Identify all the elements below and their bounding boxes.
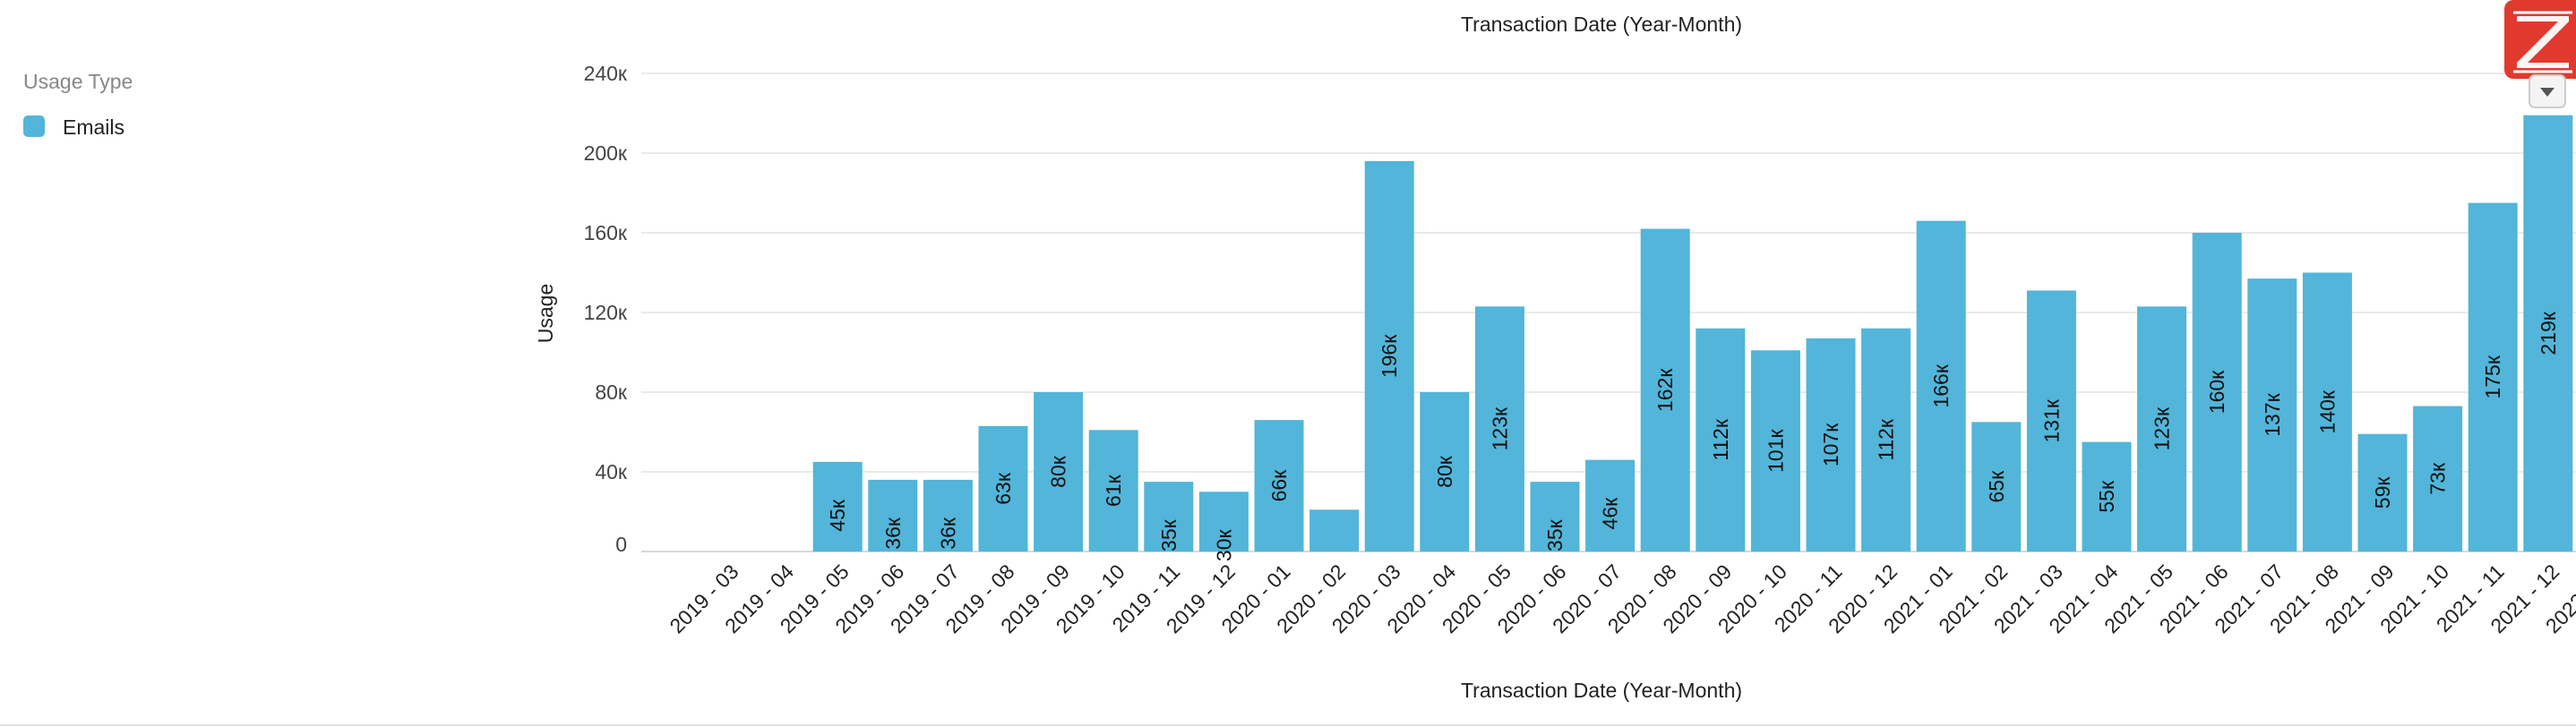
bar[interactable] [1309, 509, 1360, 552]
bar-data-labels: 45к 36к 36к 63к 80к 61к 35к 30к 66к 196к 80к 123к 35… [826, 311, 2560, 561]
bar-data-label: 59к [2371, 476, 2394, 509]
bar-data-label: 166к [1929, 364, 1953, 407]
bar[interactable] [2302, 272, 2352, 552]
y-tick-label: 200к [584, 141, 628, 165]
bar-data-label: 80к [1433, 455, 1456, 488]
bar-data-label: 35к [1157, 518, 1181, 552]
y-axis-label: Usage [534, 284, 557, 343]
bar[interactable] [1254, 420, 1304, 552]
bar[interactable] [2357, 433, 2408, 552]
bar[interactable] [868, 479, 918, 552]
bar-data-label: 112к [1709, 418, 1732, 461]
bar-data-label: 101к [1764, 428, 1787, 472]
bar-data-label: 80к [1047, 455, 1070, 488]
x-axis-label: Transaction Date (Year-Month) [1461, 679, 1742, 702]
y-tick-label: 160к [584, 221, 628, 244]
bars [812, 115, 2573, 552]
legend: Usage Type Emails [23, 70, 133, 139]
grid-lines [641, 73, 2576, 552]
y-tick-label: 120к [584, 301, 628, 324]
bar[interactable] [2192, 233, 2242, 552]
bar[interactable] [2413, 406, 2463, 552]
bar[interactable] [1088, 430, 1138, 552]
bar-data-label: 123к [1488, 406, 1511, 450]
bar-data-label: 46к [1599, 497, 1622, 530]
bar[interactable] [1750, 350, 1800, 552]
bar[interactable] [812, 461, 863, 552]
bar[interactable] [2468, 202, 2518, 552]
bar[interactable] [2523, 115, 2573, 552]
bar[interactable] [1916, 220, 1966, 552]
legend-title: Usage Type [23, 70, 133, 93]
bar[interactable] [1971, 422, 2022, 552]
bar[interactable] [1364, 160, 1414, 552]
bar[interactable] [1198, 492, 1249, 552]
bar-data-label: 55к [2095, 480, 2118, 513]
bar[interactable] [2137, 306, 2187, 552]
bar-data-label: 63к [992, 472, 1015, 505]
bar-data-label: 175к [2481, 355, 2504, 398]
bar-data-label: 36к [881, 517, 905, 550]
bar-data-label: 65к [1985, 470, 2008, 503]
legend-label-emails: Emails [63, 115, 125, 139]
bar-data-label: 112к [1875, 418, 1898, 461]
bar-data-label: 107к [1819, 423, 1842, 466]
bar-data-label: 73к [2426, 462, 2450, 495]
chart-title: Transaction Date (Year-Month) [1461, 13, 1742, 36]
bar[interactable] [923, 479, 973, 552]
y-tick-label: 80к [595, 381, 628, 404]
y-tick-label: 40к [595, 460, 628, 483]
bar-data-label: 219к [2537, 311, 2560, 355]
bar-data-label: 61к [1102, 474, 1125, 507]
legend-swatch-emails [23, 115, 45, 137]
bar-data-label: 162к [1653, 368, 1677, 412]
bar[interactable] [2026, 290, 2076, 552]
zoho-logo-icon[interactable] [2504, 0, 2576, 79]
bar-data-label: 160к [2205, 370, 2228, 414]
y-axis-ticks: 0 40к 80к 120к 160к 200к 240к [584, 62, 628, 556]
bar-data-label: 66к [1267, 469, 1291, 502]
bar-data-label: 140к [2315, 389, 2339, 433]
bar[interactable] [2082, 441, 2132, 552]
bar-data-label: 131к [2039, 398, 2063, 442]
bar-data-label: 137к [2261, 392, 2284, 436]
bar[interactable] [978, 425, 1028, 552]
bar[interactable] [1640, 228, 1690, 552]
bar[interactable] [1420, 392, 1470, 552]
y-tick-label: 240к [584, 62, 628, 85]
bar[interactable] [1034, 392, 1084, 552]
bar[interactable] [1530, 482, 1580, 552]
bar[interactable] [1696, 328, 1746, 552]
bar-data-label: 30к [1212, 528, 1235, 561]
bar-data-label: 45к [826, 499, 849, 532]
bar-data-label: 196к [1378, 334, 1401, 378]
bar-data-label: 35к [1543, 518, 1567, 552]
bar-data-label: 123к [2151, 406, 2174, 450]
bar-data-label: 36к [936, 517, 959, 550]
legend-item-emails[interactable]: Emails [23, 115, 125, 139]
bar[interactable] [2247, 278, 2297, 552]
y-tick-label: 0 [615, 533, 627, 556]
bar[interactable] [1474, 306, 1524, 552]
bar[interactable] [1861, 328, 1911, 552]
bar[interactable] [1585, 459, 1636, 552]
dropdown-arrow-icon[interactable] [2529, 74, 2566, 108]
bar[interactable] [1806, 338, 1856, 552]
bar[interactable] [1144, 482, 1194, 552]
